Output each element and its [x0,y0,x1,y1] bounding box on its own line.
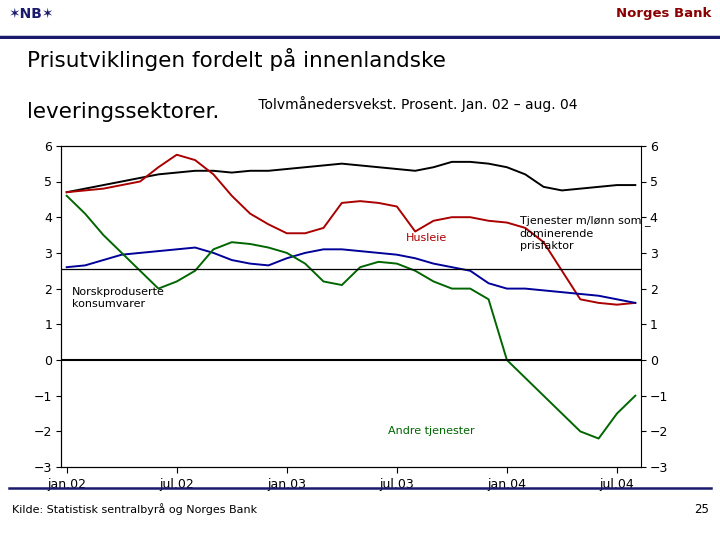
Text: leveringssektorer.: leveringssektorer. [27,102,220,122]
Text: Prisutviklingen fordelt på innenlandske: Prisutviklingen fordelt på innenlandske [27,48,446,71]
Text: ✶NB✶: ✶NB✶ [9,6,54,21]
Text: 25: 25 [694,503,709,516]
Text: Norskproduserte
konsumvarer: Norskproduserte konsumvarer [72,287,165,309]
Text: Tolvmånedersvekst. Prosent. Jan. 02 – aug. 04: Tolvmånedersvekst. Prosent. Jan. 02 – au… [254,96,577,112]
Text: Kilde: Statistisk sentralbyrå og Norges Bank: Kilde: Statistisk sentralbyrå og Norges … [12,503,256,515]
Text: Norges Bank: Norges Bank [616,7,711,20]
Text: Husleie: Husleie [406,233,447,243]
Text: Andre tjenester: Andre tjenester [387,426,474,436]
Text: Tjenester m/lønn som _
dominerende
prisfaktor: Tjenester m/lønn som _ dominerende prisf… [520,215,650,251]
